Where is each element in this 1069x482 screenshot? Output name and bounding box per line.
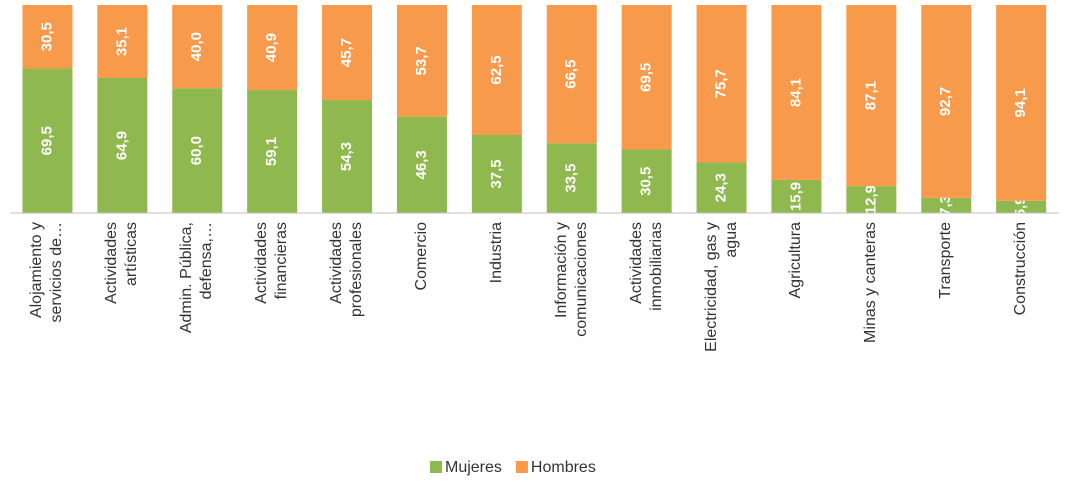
bar-segment	[621, 5, 672, 150]
bar-segment	[22, 68, 73, 213]
data-label: 35,1	[113, 27, 130, 56]
data-label: 62,5	[488, 55, 505, 84]
bar-segment	[247, 5, 298, 91]
legend-label: Mujeres	[445, 459, 502, 476]
data-label: 84,1	[787, 78, 804, 107]
data-label: 37,5	[488, 159, 505, 188]
bar-segment	[996, 200, 1047, 213]
data-label: 40,0	[188, 32, 205, 61]
bar-segment	[322, 5, 373, 101]
bar-segment	[97, 78, 148, 214]
legend-swatch	[515, 461, 528, 473]
x-tick-label: Comercio	[412, 222, 430, 291]
x-tick-label: Minas y canteras	[862, 222, 880, 343]
data-label: 92,7	[937, 87, 954, 116]
data-label: 24,3	[713, 173, 730, 202]
bar-segment	[846, 5, 897, 187]
data-label: 59,1	[263, 137, 280, 166]
data-label: 46,3	[413, 150, 430, 179]
x-tick-label: Industria	[487, 222, 505, 284]
data-label: 87,1	[862, 81, 879, 110]
x-tick-label: Electricidad, gas y agua	[702, 222, 740, 352]
data-label: 53,7	[413, 46, 430, 75]
data-label: 30,5	[638, 167, 655, 196]
x-tick-label: Actividades artísticas	[103, 222, 141, 304]
x-tick-label: Actividades inmobiliarias	[627, 222, 665, 311]
data-label: 12,9	[862, 185, 879, 214]
bar-segment	[696, 162, 747, 213]
bar-segment	[396, 116, 447, 213]
x-tick-label: Alojamiento y servicios de…	[28, 222, 66, 323]
x-tick-label: Agricultura	[787, 222, 805, 299]
data-label: 45,7	[338, 38, 355, 67]
bar-segment	[771, 5, 822, 180]
data-label: 75,7	[713, 69, 730, 98]
data-label: 15,9	[787, 182, 804, 211]
data-label: 30,5	[38, 22, 55, 51]
bar-segment	[471, 135, 522, 213]
bar-segment	[322, 100, 373, 213]
legend-swatch	[430, 461, 442, 473]
bar-segment	[546, 143, 597, 213]
bar-segment	[696, 5, 747, 163]
bar-segment	[621, 149, 672, 213]
data-label: 66,5	[563, 60, 580, 89]
x-tick-label: Admin. Pública, defensa,…	[178, 222, 216, 334]
data-label: 64,9	[113, 131, 130, 160]
bar-segment	[471, 5, 522, 135]
data-label: 7,3	[937, 195, 954, 216]
data-label: 69,5	[638, 63, 655, 92]
x-tick-label: Actividades profesionales	[328, 222, 366, 318]
bar-segment	[396, 5, 447, 117]
bar-segment	[172, 5, 223, 89]
data-label: 40,9	[263, 33, 280, 62]
bar-segment	[247, 90, 298, 213]
bar-segment	[97, 5, 148, 79]
bar-segment	[921, 5, 972, 198]
data-label: 33,5	[563, 164, 580, 193]
bar-segment	[921, 197, 972, 213]
x-tick-label: Construcción	[1012, 222, 1030, 316]
bar-segment	[771, 179, 822, 213]
x-tick-label: Actividades financieras	[253, 222, 291, 304]
data-label: 69,5	[38, 126, 55, 155]
data-label: 60,0	[188, 136, 205, 165]
bar-segment	[22, 5, 73, 69]
bar-segment	[546, 5, 597, 144]
bar-segment	[172, 88, 223, 213]
x-tick-label: Transporte	[937, 222, 955, 299]
bar-segment	[996, 5, 1047, 201]
data-label: 54,3	[338, 142, 355, 171]
data-label: 5,9	[1012, 196, 1029, 217]
legend-label: Hombres	[531, 459, 596, 476]
data-label: 94,1	[1012, 88, 1029, 117]
x-tick-label: Información y comunicaciones	[552, 222, 590, 337]
bar-segment	[846, 186, 897, 213]
